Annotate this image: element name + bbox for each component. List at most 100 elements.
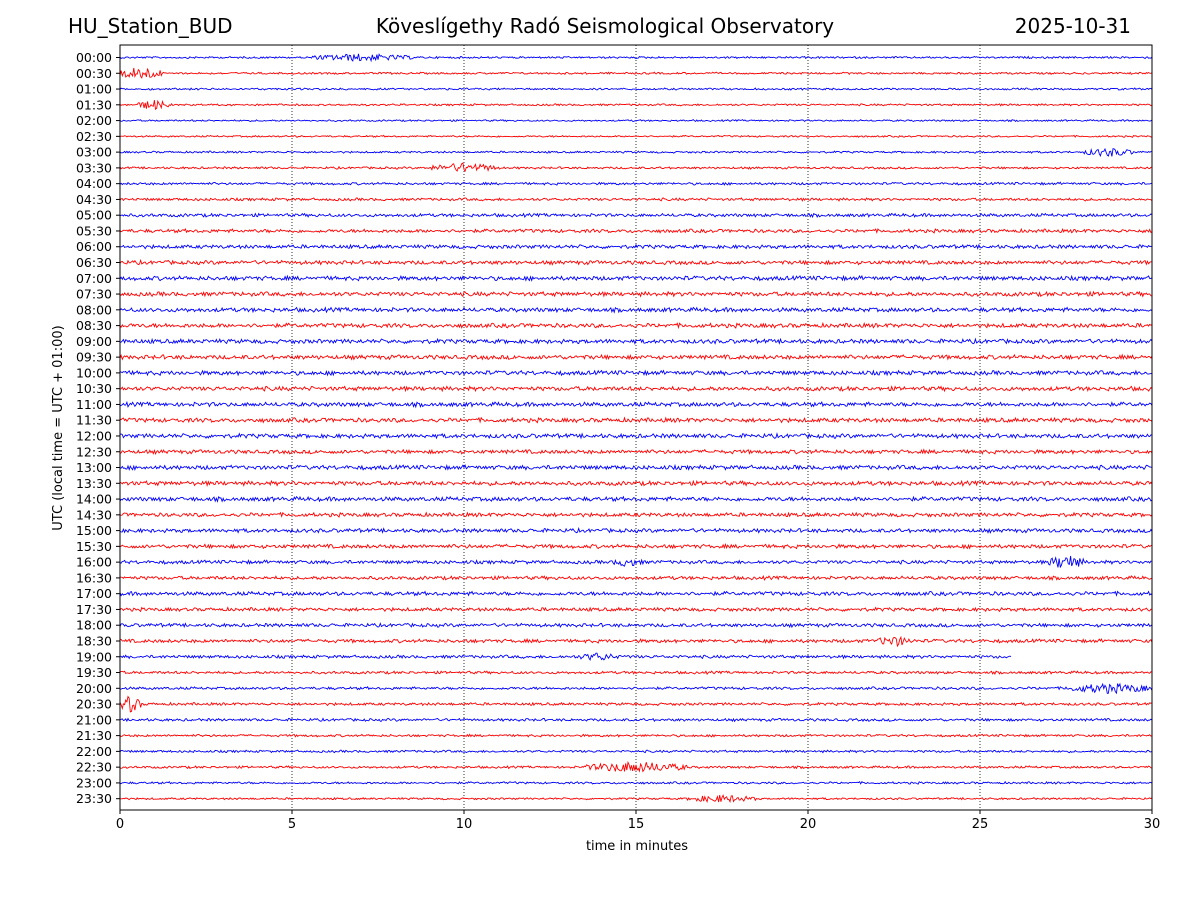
y-tick-label: 20:30: [76, 697, 112, 712]
trace-1200: [119, 432, 1153, 440]
trace-1500: [119, 527, 1153, 534]
trace-1300: [119, 463, 1153, 472]
y-tick-label: 08:30: [76, 318, 112, 333]
y-tick-label: 05:30: [76, 223, 112, 238]
trace-1230: [119, 448, 1153, 455]
trace-0930: [119, 353, 1153, 361]
trace-0730: [119, 290, 1153, 298]
station-title: HU_Station_BUD: [68, 14, 233, 38]
y-tick-label: 09:30: [76, 350, 112, 365]
plot-frame: [119, 44, 1153, 811]
trace-0030: [119, 67, 1153, 79]
trace-0800: [119, 306, 1153, 314]
trace-0230: [119, 134, 1153, 138]
y-tick-label: 07:30: [76, 287, 112, 302]
y-tick-label: 20:00: [76, 681, 112, 696]
y-tick-label: 22:00: [76, 744, 112, 759]
x-tick-label: 20: [800, 817, 817, 832]
trace-0130: [119, 99, 1153, 111]
y-tick-label: 03:00: [76, 145, 112, 160]
trace-0100: [119, 87, 1153, 91]
y-tick-label: 09:00: [76, 334, 112, 349]
y-tick-label: 04:00: [76, 176, 112, 191]
x-tick-label: 30: [1144, 817, 1161, 832]
y-tick-label: 14:00: [76, 492, 112, 507]
trace-2100: [119, 717, 1153, 723]
y-tick-label: 11:00: [76, 397, 112, 412]
y-tick-label: 02:30: [76, 129, 112, 144]
y-tick-label: 23:30: [76, 791, 112, 806]
trace-0000: [119, 53, 1153, 63]
x-tick-label: 0: [116, 817, 124, 832]
trace-0400: [119, 181, 1153, 186]
x-tick-label: 5: [288, 817, 296, 832]
y-tick-label: 01:30: [76, 97, 112, 112]
y-tick-label: 14:30: [76, 507, 112, 522]
trace-2000: [119, 682, 1153, 695]
trace-1030: [119, 385, 1153, 393]
y-tick-label: 16:30: [76, 570, 112, 585]
trace-0300: [119, 147, 1153, 157]
trace-2130: [119, 733, 1153, 738]
x-tick-label: 10: [456, 817, 473, 832]
trace-0700: [119, 274, 1153, 282]
trace-2330: [119, 794, 1153, 804]
trace-1530: [119, 542, 1153, 550]
y-tick-label: 11:30: [76, 413, 112, 428]
trace-0430: [119, 197, 1153, 202]
y-tick-label: 13:00: [76, 460, 112, 475]
y-tick-label: 15:00: [76, 523, 112, 538]
trace-1430: [119, 511, 1153, 518]
trace-1330: [119, 479, 1153, 488]
y-axis-ticks: 00:0000:3001:0001:3002:0002:3003:0003:30…: [76, 50, 120, 806]
trace-2030: [119, 695, 1153, 713]
y-tick-label: 17:30: [76, 602, 112, 617]
y-tick-label: 01:00: [76, 82, 112, 97]
y-tick-label: 21:30: [76, 728, 112, 743]
trace-1730: [119, 606, 1152, 613]
trace-0830: [119, 321, 1153, 330]
trace-2200: [119, 749, 1153, 754]
y-tick-label: 21:00: [76, 712, 112, 727]
date-title: 2025-10-31: [1014, 14, 1131, 38]
y-tick-label: 06:00: [76, 239, 112, 254]
y-tick-label: 17:00: [76, 586, 112, 601]
y-tick-label: 23:00: [76, 775, 112, 790]
y-tick-label: 10:30: [76, 381, 112, 396]
y-tick-label: 10:00: [76, 365, 112, 380]
y-tick-label: 00:00: [76, 50, 112, 65]
trace-2230: [119, 760, 1153, 773]
y-tick-label: 13:30: [76, 476, 112, 491]
trace-1100: [119, 400, 1153, 409]
y-tick-label: 07:00: [76, 271, 112, 286]
grid-lines: [291, 45, 981, 810]
x-tick-label: 15: [628, 817, 645, 832]
trace-1900: [119, 652, 1012, 661]
trace-0200: [119, 118, 1153, 123]
trace-0530: [119, 227, 1153, 234]
trace-2300: [119, 780, 1153, 785]
y-tick-label: 12:00: [76, 428, 112, 443]
y-tick-label: 02:00: [76, 113, 112, 128]
trace-group: [119, 53, 1153, 804]
y-tick-label: 06:30: [76, 255, 112, 270]
x-axis-label: time in minutes: [586, 839, 688, 854]
y-tick-label: 19:30: [76, 665, 112, 680]
trace-1930: [119, 670, 1153, 676]
y-axis-label: UTC (local time = UTC + 01:00): [51, 325, 66, 530]
y-tick-label: 15:30: [76, 539, 112, 554]
y-tick-label: 12:30: [76, 444, 112, 459]
y-tick-label: 04:30: [76, 192, 112, 207]
x-tick-label: 25: [972, 817, 989, 832]
trace-1400: [119, 495, 1153, 503]
y-tick-label: 08:00: [76, 302, 112, 317]
y-tick-label: 00:30: [76, 66, 112, 81]
y-tick-label: 03:30: [76, 160, 112, 175]
trace-1000: [119, 369, 1153, 377]
y-tick-label: 22:30: [76, 760, 112, 775]
y-tick-label: 16:00: [76, 555, 112, 570]
trace-0500: [119, 212, 1153, 219]
trace-1830: [119, 635, 1153, 648]
trace-0600: [119, 243, 1153, 250]
